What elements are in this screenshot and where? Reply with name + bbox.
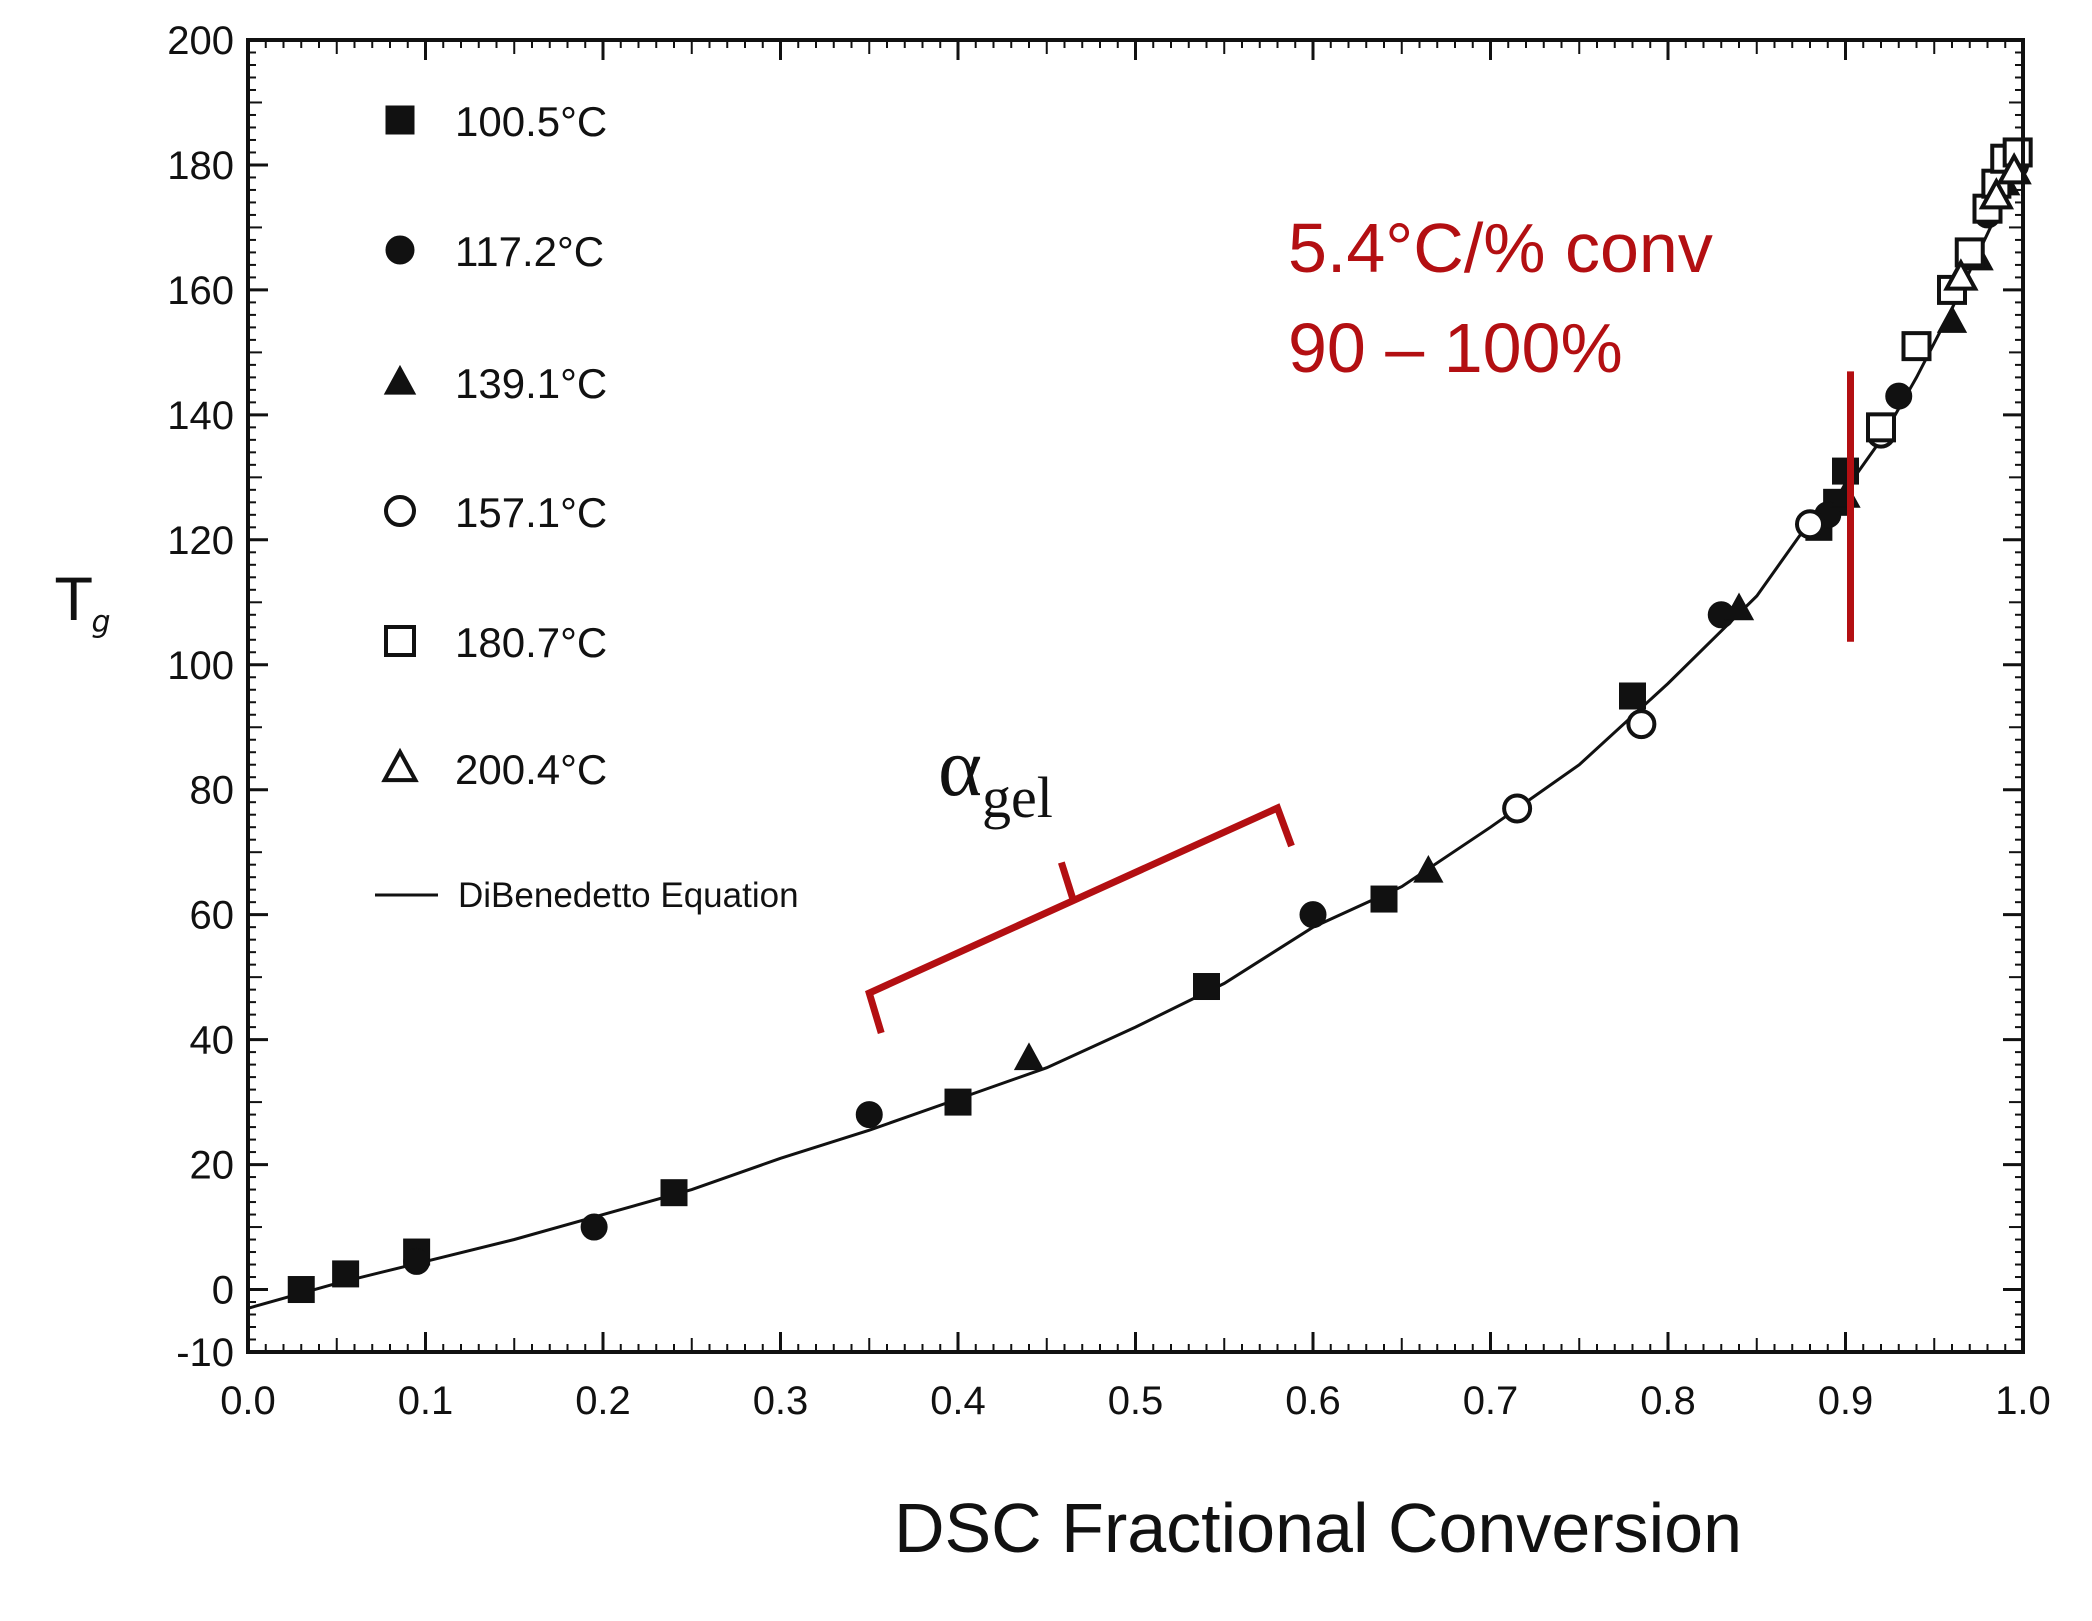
y-tick-label: 120 <box>167 519 234 563</box>
y-tick-label: 80 <box>190 769 235 813</box>
data-point-filled-square <box>287 1276 315 1304</box>
x-tick-label: 1.0 <box>1995 1379 2051 1423</box>
x-tick-label: 0.9 <box>1818 1379 1874 1423</box>
y-tick-label: 100 <box>167 644 234 688</box>
data-point-open-circle <box>1502 793 1533 824</box>
slope-annotation-line-2: 90 – 100% <box>1288 309 1623 387</box>
y-tick-label: 180 <box>167 144 234 188</box>
x-tick-label: 0.6 <box>1285 1379 1341 1423</box>
data-point-filled-triangle <box>1413 854 1444 883</box>
legend-marker-open-triangle <box>381 747 419 783</box>
data-point-filled-square <box>332 1260 360 1288</box>
data-points <box>287 137 2033 1304</box>
x-tick-label: 0.3 <box>753 1379 809 1423</box>
x-tick-label: 0.7 <box>1463 1379 1519 1423</box>
x-tick-label: 0.2 <box>575 1379 631 1423</box>
x-tick-label: 0.1 <box>398 1379 454 1423</box>
data-point-open-triangle <box>1943 258 1979 291</box>
data-point-filled-square <box>1370 885 1398 913</box>
annotations <box>865 371 1854 1035</box>
legend: 100.5°C 117.2°C 139.1°C 157.1°C 180.7°C 200.4… <box>375 98 799 915</box>
legend-marker-filled-circle <box>385 235 415 265</box>
data-point-filled-triangle <box>1013 1042 1045 1071</box>
data-point-filled-circle <box>1299 901 1327 929</box>
y-tick-label: 200 <box>167 19 234 63</box>
slope-annotation-line-1: 5.4°C/% conv <box>1288 209 1713 287</box>
data-point-open-square <box>1954 237 1985 268</box>
legend-marker-filled-square <box>385 105 415 135</box>
data-point-filled-square <box>944 1088 972 1116</box>
legend-marker-open-circle <box>384 495 416 527</box>
y-tick-label: 0 <box>212 1269 234 1313</box>
y-tick-label: 140 <box>167 394 234 438</box>
data-point-open-triangle <box>1978 177 2015 210</box>
plot-frame <box>246 38 2025 1354</box>
alpha-gel-label: αgel <box>938 721 1053 830</box>
legend-marker-filled-triangle <box>383 364 417 395</box>
dibenedetto-curve <box>247 158 2025 1310</box>
gel-bracket <box>865 803 1295 1035</box>
y-tick-label: -10 <box>176 1331 234 1375</box>
legend-label: 157.1°C <box>455 489 607 536</box>
legend-line-label: DiBenedetto Equation <box>458 876 799 915</box>
y-tick-label: 20 <box>190 1144 235 1188</box>
data-point-open-square <box>1901 331 1932 362</box>
data-point-filled-triangle <box>1936 305 1968 333</box>
data-point-filled-circle <box>1885 382 1913 410</box>
legend-label: 139.1°C <box>455 360 607 407</box>
data-point-filled-triangle <box>1723 592 1755 621</box>
data-point-filled-square <box>1832 457 1859 485</box>
y-axis-label: Tg <box>55 566 110 640</box>
data-point-filled-circle <box>855 1101 883 1129</box>
data-point-open-square <box>1866 412 1896 443</box>
x-tick-label: 0.8 <box>1640 1379 1696 1423</box>
data-point-filled-circle <box>403 1247 431 1275</box>
legend-label: 117.2°C <box>455 228 604 275</box>
y-tick-label: 60 <box>190 894 235 938</box>
data-point-open-circle <box>1626 709 1657 740</box>
x-tick-label: 0.5 <box>1108 1379 1164 1423</box>
data-point-filled-square <box>1619 682 1646 710</box>
legend-label: 200.4°C <box>455 746 607 793</box>
legend-label: 100.5°C <box>455 98 607 145</box>
x-axis-label: DSC Fractional Conversion <box>894 1489 1742 1567</box>
data-point-filled-square <box>660 1179 688 1207</box>
gel-bracket-tick <box>1058 861 1077 902</box>
data-point-filled-circle <box>580 1213 608 1241</box>
legend-label: 180.7°C <box>455 619 607 666</box>
fit-line <box>247 158 2025 1310</box>
data-point-open-circle <box>1795 509 1825 540</box>
x-tick-label: 0.0 <box>220 1379 276 1423</box>
y-tick-label: 40 <box>190 1019 235 1063</box>
data-point-filled-square <box>1193 973 1220 1001</box>
legend-marker-open-square <box>384 625 416 657</box>
y-tick-label: 160 <box>167 269 234 313</box>
axis-tick-labels: 0.0 0.1 0.2 0.3 0.4 0.5 0.6 0.7 0.8 0.9 1.0 -10 0 20 4… <box>167 19 2051 1423</box>
x-tick-label: 0.4 <box>930 1379 986 1423</box>
